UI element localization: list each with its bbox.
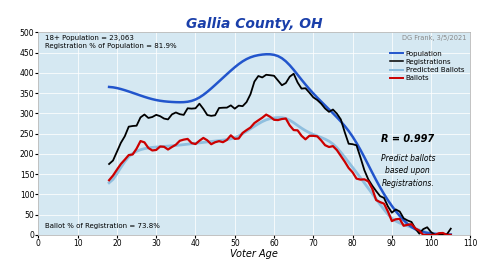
Legend: Population, Registrations, Predicted Ballots, Ballots: Population, Registrations, Predicted Bal… [387, 48, 467, 84]
Title: Gallia County, OH: Gallia County, OH [186, 17, 323, 31]
Text: DG Frank, 3/5/2021: DG Frank, 3/5/2021 [402, 35, 466, 41]
Text: Predict ballots
based upon
Registrations.: Predict ballots based upon Registrations… [381, 154, 435, 188]
Text: 18+ Population = 23,063
Registration % of Population = 81.9%: 18+ Population = 23,063 Registration % o… [45, 35, 177, 49]
Text: Ballot % of Registration = 73.8%: Ballot % of Registration = 73.8% [45, 223, 160, 229]
Text: R = 0.997: R = 0.997 [381, 134, 434, 144]
X-axis label: Voter Age: Voter Age [230, 249, 278, 259]
